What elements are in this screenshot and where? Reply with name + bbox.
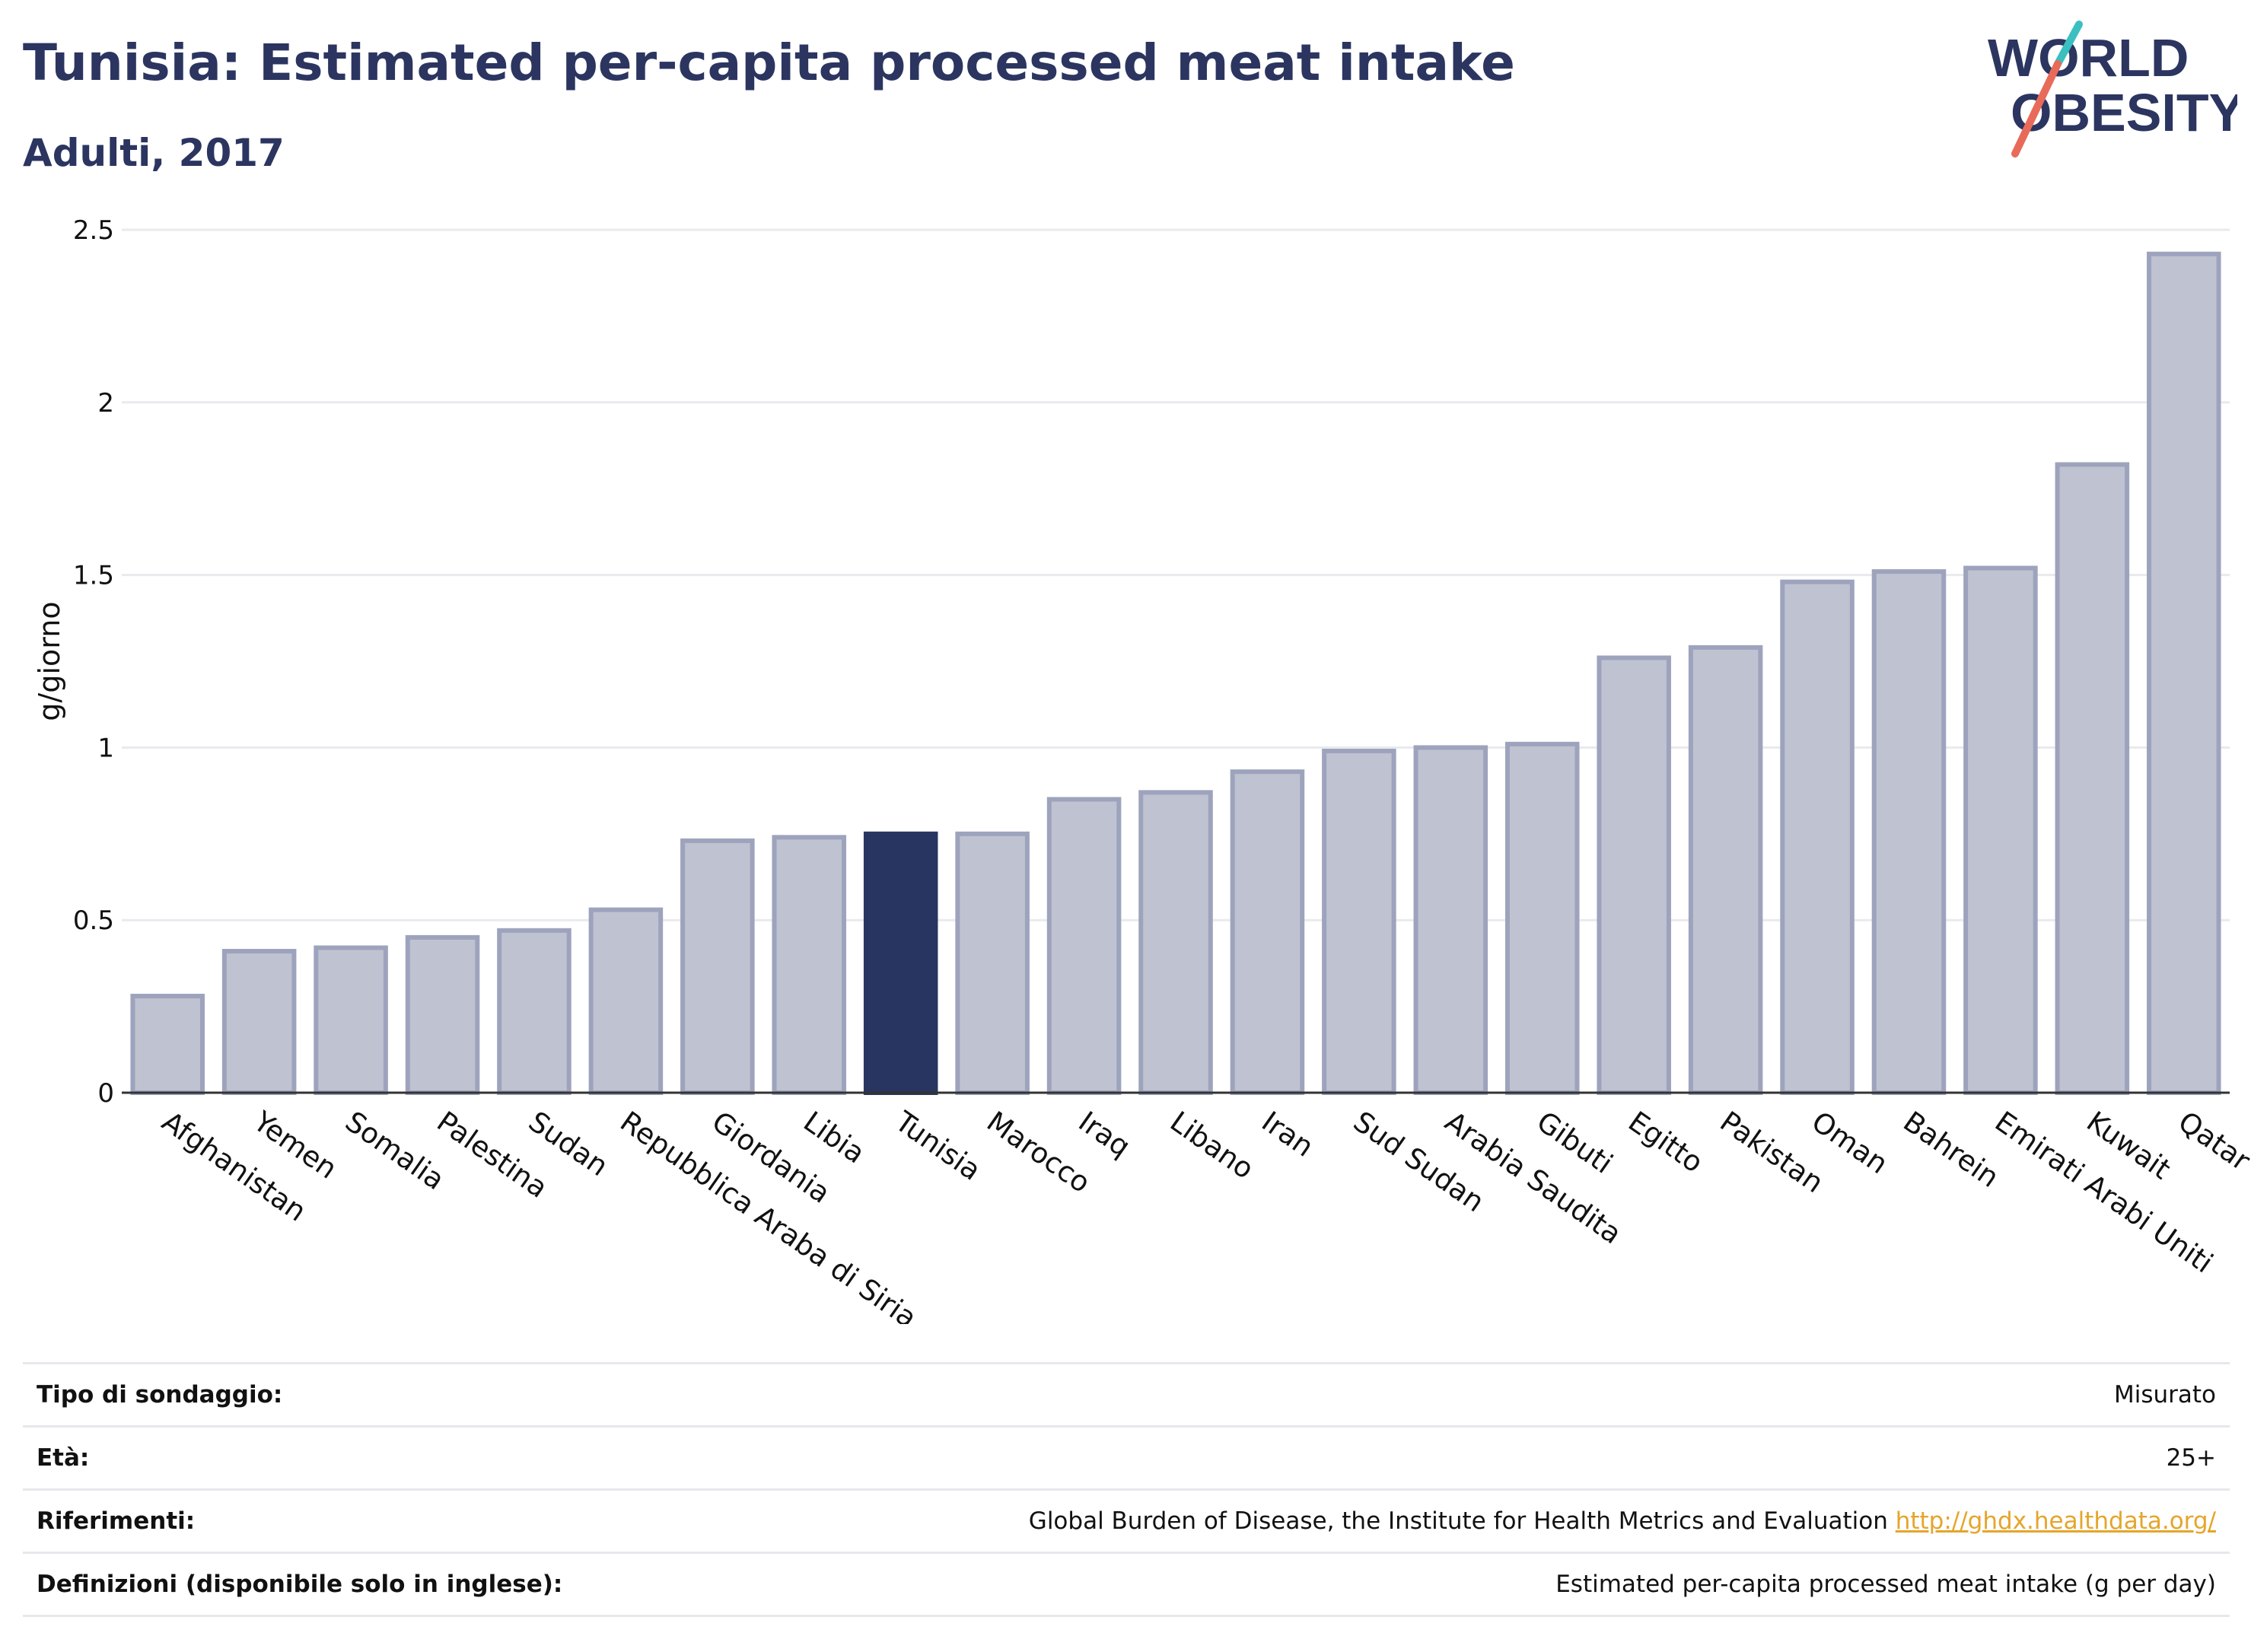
references-link[interactable]: http://ghdx.healthdata.org/ — [1895, 1507, 2216, 1535]
bar-repubblica-araba-di-siria[interactable] — [588, 907, 664, 1095]
bar-libia[interactable] — [772, 835, 847, 1095]
x-tick-label: Iraq — [1072, 1105, 1136, 1163]
info-value-references: Global Burden of Disease, the Institute … — [1028, 1507, 1888, 1535]
bar-arabia-saudita[interactable] — [1413, 745, 1488, 1096]
info-row-survey-type: Tipo di sondaggio: Misurato — [23, 1362, 2230, 1427]
y-tick-label: 1.5 — [73, 561, 114, 591]
x-tick-label: Somalia — [339, 1105, 451, 1196]
info-row-age: Età: 25+ — [23, 1425, 2230, 1490]
info-value-survey-type: Misurato — [713, 1362, 2230, 1427]
bar-egitto[interactable] — [1597, 655, 1671, 1095]
info-value-references-cell: Global Burden of Disease, the Institute … — [713, 1488, 2230, 1553]
chart-title: Tunisia: Estimated per-capita processed … — [23, 33, 1515, 92]
logo-slash-coral — [2011, 60, 2062, 158]
info-value-age: 25+ — [713, 1425, 2230, 1490]
bar-afghanistan[interactable] — [130, 993, 205, 1095]
info-label-definitions: Definizioni (disponibile solo in inglese… — [23, 1552, 714, 1617]
world-obesity-logo[interactable]: WORLD OBESITY — [1979, 18, 2237, 163]
y-tick-label: 2 — [97, 388, 114, 419]
bar-tunisia[interactable] — [863, 831, 938, 1095]
bar-sud-sudan[interactable] — [1322, 748, 1396, 1095]
bar-sudan[interactable] — [497, 928, 572, 1095]
bar-giordania[interactable] — [680, 838, 755, 1095]
x-tick-label: Pakistan — [1714, 1105, 1829, 1199]
y-axis-title: g/giorno — [33, 601, 66, 721]
bar-palestina[interactable] — [405, 934, 480, 1095]
bar-oman[interactable] — [1780, 579, 1855, 1095]
bar-iran[interactable] — [1230, 769, 1305, 1095]
y-tick-label: 0.5 — [73, 906, 114, 936]
bar-pakistan[interactable] — [1688, 645, 1763, 1095]
x-tick-label: Iran — [1256, 1105, 1320, 1163]
bar-chart: 0 0.5 1 1.5 2 2.5 AfghanistanYemenSomaliaPale… — [33, 215, 2251, 1324]
bar-emirati-arabi-uniti[interactable] — [1963, 565, 2038, 1095]
logo-slash-teal — [2054, 21, 2083, 68]
bar-qatar[interactable] — [2147, 251, 2221, 1096]
info-row-references: Riferimenti: Global Burden of Disease, t… — [23, 1488, 2230, 1553]
y-tick-label: 2.5 — [73, 215, 114, 246]
x-tick-label: Bahrein — [1897, 1105, 2004, 1194]
bar-marocco[interactable] — [955, 831, 1030, 1095]
y-tick-labels: 0 0.5 1 1.5 2 2.5 — [73, 215, 114, 1109]
bar-bahrein[interactable] — [1871, 569, 1947, 1095]
chart-subtitle: Adulti, 2017 — [23, 131, 285, 175]
bar-libano[interactable] — [1138, 790, 1213, 1095]
bar-kuwait[interactable] — [2055, 462, 2130, 1095]
y-tick-label: 1 — [97, 733, 114, 763]
x-tick-label: Libia — [798, 1105, 871, 1170]
bars — [130, 251, 2221, 1096]
info-label-age: Età: — [23, 1425, 714, 1490]
logo-text-world: WORLD — [1988, 28, 2189, 88]
x-tick-label: Qatar — [2173, 1105, 2251, 1177]
x-tick-label: Tunisia — [889, 1105, 987, 1187]
info-label-survey-type: Tipo di sondaggio: — [23, 1362, 714, 1427]
bar-iraq[interactable] — [1046, 797, 1122, 1095]
bar-somalia[interactable] — [314, 945, 388, 1095]
info-row-definitions: Definizioni (disponibile solo in inglese… — [23, 1552, 2230, 1617]
info-value-definitions: Estimated per-capita processed meat inta… — [713, 1552, 2230, 1617]
bar-gibuti[interactable] — [1504, 741, 1580, 1095]
x-tick-label: Marocco — [981, 1105, 1097, 1199]
logo-text-obesity: OBESITY — [2011, 83, 2237, 142]
info-table: Tipo di sondaggio: Misurato Età: 25+ Rif… — [23, 1362, 2230, 1617]
info-label-references: Riferimenti: — [23, 1488, 714, 1553]
x-tick-label: Libano — [1164, 1105, 1260, 1186]
x-tick-label: Egitto — [1622, 1105, 1709, 1179]
y-tick-label: 0 — [97, 1078, 114, 1109]
bar-yemen[interactable] — [221, 949, 297, 1095]
